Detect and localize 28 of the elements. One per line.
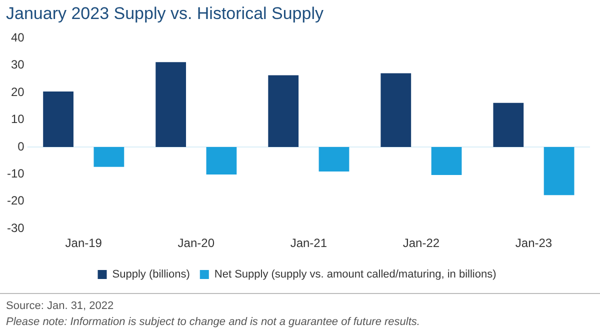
text: Please note: Information is subject to change and is not a guarantee of future results. (6, 315, 420, 330)
x-tick-label: Jan-20 (178, 236, 215, 250)
x-tick-label: Jan-22 (402, 236, 440, 250)
bar (43, 92, 74, 147)
source-note: Source: Jan. 31, 2022 (6, 299, 115, 314)
bar (94, 147, 124, 167)
y-tick-label: -10 (7, 166, 25, 181)
bar (493, 102, 524, 147)
y-tick-label: 0 (18, 139, 25, 154)
y-tick-label: -20 (7, 194, 25, 208)
x-tick-label: Jan-21 (290, 236, 328, 250)
bar (318, 147, 350, 172)
legend-label: Net Supply (supply vs. amount called/maturing, in billions) (214, 268, 496, 281)
bar (431, 147, 462, 176)
x-tick-label: Jan-19 (65, 236, 102, 250)
y-tick-label: 30 (10, 58, 25, 72)
chart-title: January 2023 Supply vs. Historical Supply (6, 4, 324, 24)
bar (268, 75, 299, 147)
legend-label: Supply (billions) (112, 268, 190, 281)
bar (544, 147, 574, 196)
bar (156, 62, 186, 147)
x-tick-label: Jan-23 (515, 236, 552, 250)
y-tick-label: 20 (10, 84, 25, 99)
y-tick-label: -30 (7, 220, 25, 235)
bar (206, 147, 237, 174)
bar (380, 73, 412, 147)
y-tick-label: 40 (10, 30, 25, 45)
y-tick-label: 10 (10, 112, 25, 126)
